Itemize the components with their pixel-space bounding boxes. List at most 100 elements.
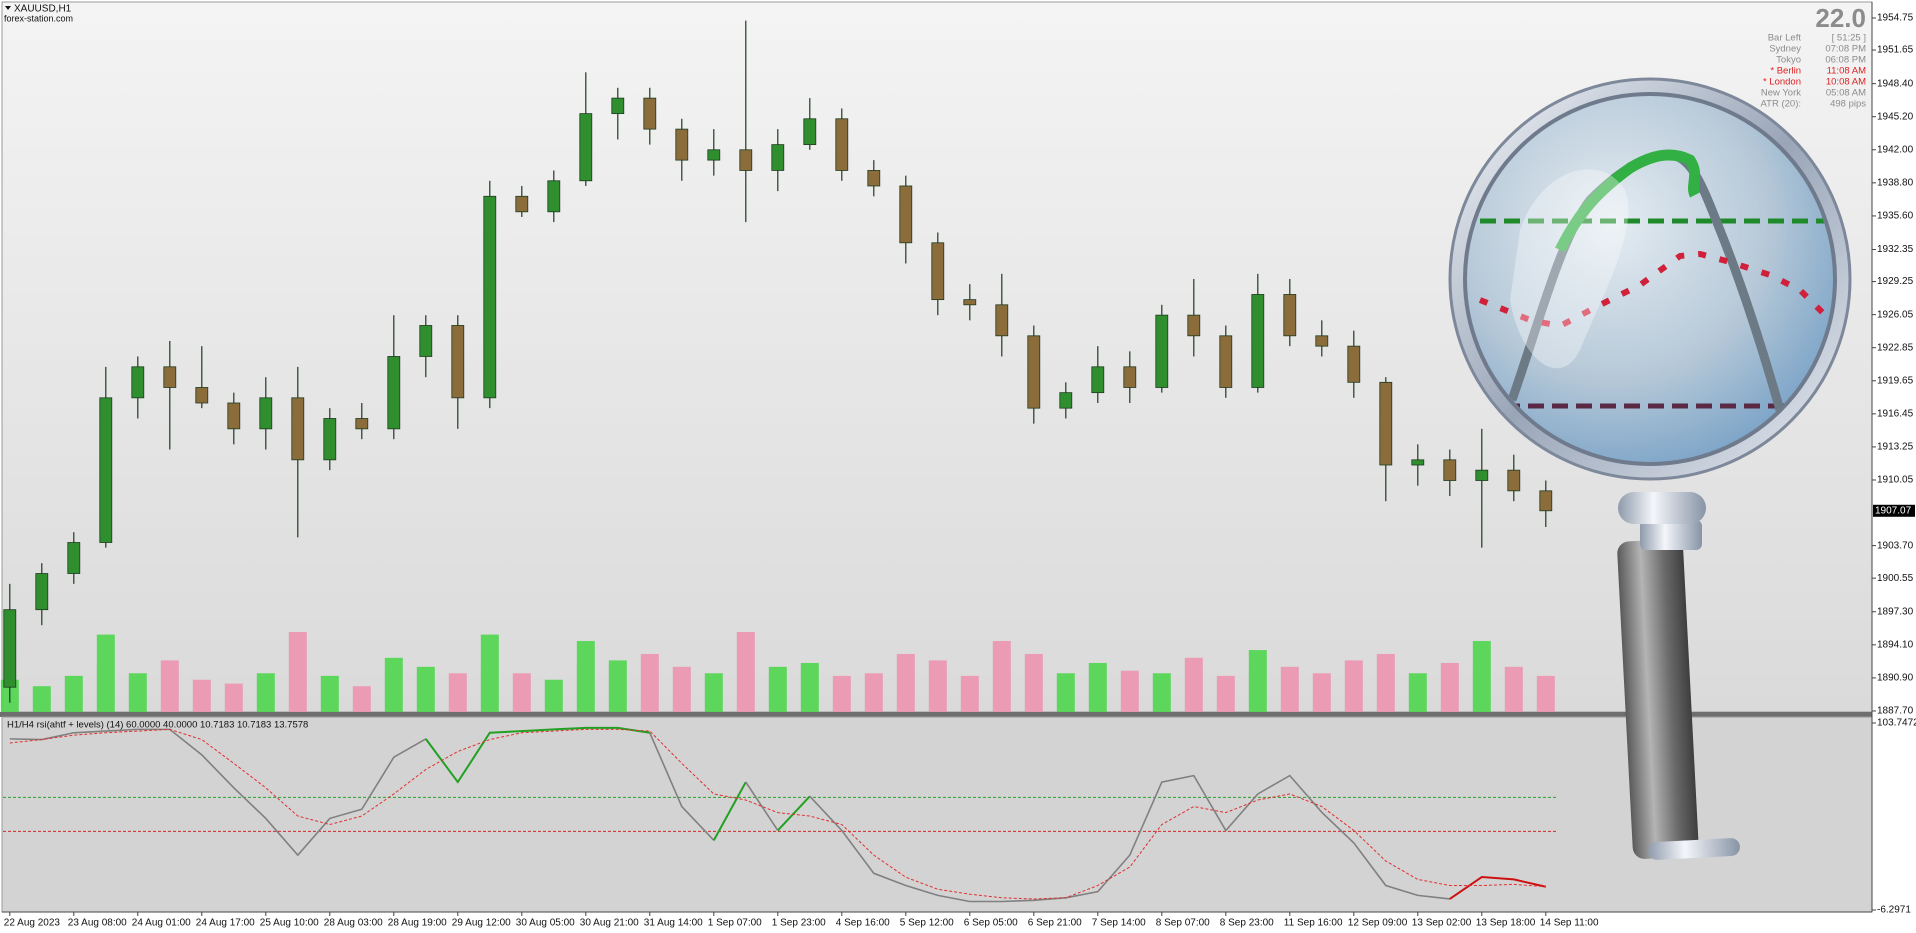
volume-bar <box>384 657 403 712</box>
candle-body <box>419 325 433 357</box>
info-label: * Berlin <box>1770 66 1801 77</box>
indicator-title: H1/H4 rsi(ahtf + levels) (14) 60.0000 40… <box>7 720 308 731</box>
volume-bar <box>64 675 83 712</box>
volume-bar <box>1280 666 1299 712</box>
magnifier-lens <box>1463 92 1837 466</box>
volume-bar <box>1312 673 1331 712</box>
x-tick-label: 5 Sep 12:00 <box>900 918 954 929</box>
volume-bar <box>544 679 563 712</box>
x-tick-label: 7 Sep 14:00 <box>1092 918 1146 929</box>
candle-body <box>1379 381 1393 466</box>
volume-bar <box>1536 675 1555 712</box>
indicator-line <box>777 795 811 832</box>
lens-rsi-highlight <box>1555 149 1701 253</box>
indicator-line <box>712 781 747 841</box>
candle-body <box>835 118 849 171</box>
indicator-panel <box>1 716 1873 913</box>
candle-body <box>483 195 497 399</box>
volume-bar <box>1248 650 1267 712</box>
symbol-menu-icon[interactable] <box>5 6 11 10</box>
y-tick-label: 1887.70 <box>1877 706 1914 717</box>
x-tick-label: 24 Aug 01:00 <box>132 918 191 929</box>
candle-body <box>259 397 273 430</box>
volume-bar <box>480 634 499 712</box>
panel-separator <box>0 712 1872 717</box>
candle-body <box>803 118 817 146</box>
y-tick-label: 1929.25 <box>1877 276 1914 287</box>
candle-body <box>643 97 657 130</box>
candle-body <box>771 144 785 171</box>
info-value: 10:08 AM <box>1826 77 1866 88</box>
candle-body <box>547 180 561 213</box>
candle-body <box>867 170 881 187</box>
info-label: New York <box>1761 88 1801 99</box>
candle-body <box>1411 459 1425 466</box>
y-tick-label: 1897.30 <box>1877 606 1914 617</box>
x-tick-label: 8 Sep 07:00 <box>1156 918 1210 929</box>
volume-bar <box>96 634 115 712</box>
y-tick-label: 1900.55 <box>1877 573 1914 584</box>
indicator-line <box>809 774 1450 903</box>
x-tick-label: 8 Sep 23:00 <box>1220 918 1274 929</box>
info-value: 05:08 AM <box>1826 88 1866 99</box>
x-tick-label: 12 Sep 09:00 <box>1348 918 1408 929</box>
candle-body <box>1251 294 1265 388</box>
indicator-line <box>9 728 427 857</box>
volume-bar <box>1216 675 1235 712</box>
last-price-box <box>1873 504 1915 517</box>
info-label: Sydney <box>1769 44 1801 55</box>
candle-body <box>1219 335 1233 388</box>
volume-bar <box>1120 670 1139 712</box>
candle-body <box>963 299 977 306</box>
volume-bar <box>1440 662 1459 712</box>
x-tick-label: 4 Sep 16:00 <box>836 918 890 929</box>
magnifier-neck <box>1618 492 1706 524</box>
volume-bar <box>1504 666 1523 712</box>
candle-body <box>515 195 529 213</box>
volume-bar <box>192 679 211 712</box>
volume-bar <box>992 641 1011 712</box>
volume-bar <box>928 660 947 712</box>
candle-body <box>707 149 721 161</box>
volume-bar <box>512 673 531 712</box>
candle-body <box>3 609 17 688</box>
volume-bar <box>1408 673 1427 712</box>
x-tick-label: 30 Aug 05:00 <box>516 918 575 929</box>
candle-body <box>1091 366 1105 394</box>
x-tick-label: 29 Aug 12:00 <box>452 918 511 929</box>
volume-bar <box>352 686 371 712</box>
volume-bar <box>864 673 883 712</box>
candle-body <box>1539 490 1553 512</box>
volume-bar <box>1184 657 1203 712</box>
y-tick-label: 1938.80 <box>1877 177 1914 188</box>
info-label: ATR (20): <box>1761 99 1801 110</box>
volume-bar <box>576 641 595 712</box>
y-tick-label: 1948.40 <box>1877 78 1914 89</box>
candle-body <box>739 149 753 171</box>
candle-body <box>1315 335 1329 347</box>
x-tick-label: 28 Aug 03:00 <box>324 918 383 929</box>
candle-body <box>355 418 369 430</box>
volume-bar <box>32 686 51 712</box>
lens-glare <box>1510 169 1629 369</box>
indicator-line <box>745 781 779 831</box>
info-value: [ 51:25 ] <box>1832 33 1866 44</box>
candle-body <box>1027 335 1041 409</box>
candle-body <box>1475 469 1489 481</box>
candle-body <box>131 366 145 399</box>
x-tick-label: 24 Aug 17:00 <box>196 918 255 929</box>
y-tick-label: 1894.10 <box>1877 639 1914 650</box>
magnifier-collar <box>1640 520 1702 550</box>
y-tick-label: 1903.70 <box>1877 540 1914 551</box>
y-tick-label: 1935.60 <box>1877 211 1914 222</box>
volume-bar <box>608 660 627 712</box>
volume-bar <box>1152 673 1171 712</box>
volume-bar <box>704 673 723 712</box>
y-tick-label: 103.7472 <box>1877 718 1916 729</box>
volume-bar <box>224 683 243 712</box>
volume-bar <box>1024 653 1043 712</box>
y-tick-label: 1932.35 <box>1877 244 1914 255</box>
indicator-line <box>649 732 715 841</box>
volume-bar <box>320 675 339 712</box>
